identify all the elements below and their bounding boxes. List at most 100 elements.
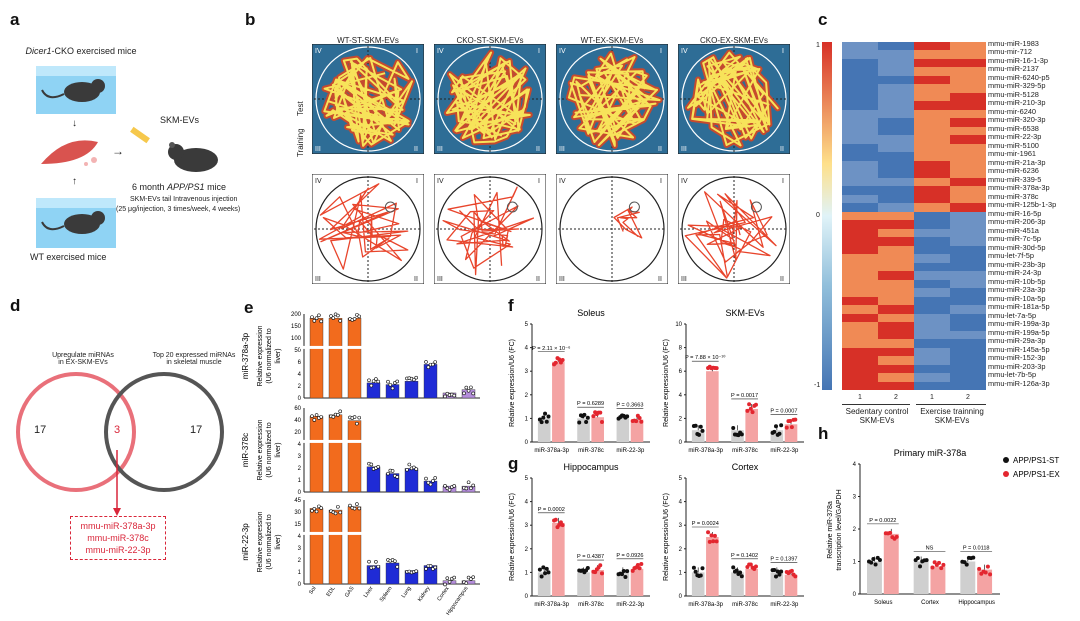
- chart-title: Primary miR-378a: [894, 448, 967, 458]
- heatmap-cell: [914, 186, 950, 196]
- y-tick-label: 5: [525, 476, 529, 482]
- data-point: [447, 580, 452, 584]
- group2-label: Exercise trainning SKM-EVs: [920, 407, 984, 425]
- group2-bracket: [916, 404, 986, 405]
- heatmap-cell: [950, 126, 986, 136]
- quadrant-label: IV: [559, 48, 566, 55]
- quadrant-label: IV: [315, 178, 322, 185]
- y-tick-label: 45: [294, 498, 301, 504]
- data-point: [395, 475, 399, 479]
- panel-a-label: a: [10, 10, 20, 29]
- gene-label: mmu-miR-126a-3p: [988, 378, 1050, 388]
- y-tick-label: 1: [298, 478, 302, 484]
- y-tick-label: 4: [298, 442, 302, 448]
- bar: [784, 574, 798, 596]
- heatmap-cell: [842, 118, 878, 128]
- bar: [731, 572, 744, 596]
- y-tick-label: 1: [679, 570, 683, 576]
- heatmap-cell: [878, 305, 914, 314]
- heatmap-cell: [950, 58, 986, 68]
- heatmap-cell: [842, 254, 878, 263]
- heatmap-cell: [878, 84, 914, 94]
- heatmap-cell: [878, 126, 914, 136]
- y-tick-label: 30: [294, 510, 301, 516]
- data-point: [623, 574, 628, 579]
- heatmap-cell: [914, 296, 950, 306]
- heatmap-cell: [950, 279, 986, 289]
- panel-b-label: b: [245, 10, 256, 29]
- axis-break: [300, 439, 476, 443]
- scale-bottom: -1: [814, 382, 821, 389]
- heatmap-cell: [950, 237, 986, 246]
- heatmap-cell: [878, 135, 914, 145]
- bar: [309, 317, 324, 399]
- gene-label: mmu-mir-6240: [988, 106, 1037, 116]
- axis-break: [300, 345, 476, 349]
- data-point: [789, 425, 794, 430]
- y-tick-label: 4: [853, 462, 857, 468]
- data-point: [357, 506, 361, 511]
- bar: [461, 580, 476, 585]
- quadrant-label: I: [782, 178, 784, 185]
- tissue-label: EDL: [326, 586, 337, 598]
- heatmap-cell: [914, 254, 950, 263]
- bar: [691, 572, 705, 596]
- scale-top: 1: [816, 42, 820, 49]
- heatmap-cell: [950, 152, 986, 162]
- data-point: [599, 420, 604, 425]
- data-point: [738, 570, 743, 575]
- overlap-list-box: mmu-miR-378a-3p mmu-miR-378c mmu-miR-22-…: [70, 516, 166, 560]
- heatmap-cell: [842, 169, 878, 179]
- bar: [930, 566, 946, 594]
- wt-mice-label: WT exercised mice: [30, 252, 107, 262]
- data-point: [779, 423, 784, 428]
- data-point: [445, 576, 450, 580]
- y-tick-label: 3: [298, 546, 302, 552]
- heatmap-cell: [950, 220, 986, 230]
- bar: [328, 509, 343, 585]
- heatmap-cell: [914, 109, 950, 119]
- y-tick-label: 5: [679, 476, 683, 482]
- heatmap-cell: [914, 339, 950, 348]
- data-point: [869, 560, 874, 565]
- bar: [552, 361, 565, 442]
- arrow-up-icon: ↑: [72, 176, 77, 187]
- data-point: [386, 379, 390, 384]
- heatmap-cell: [878, 109, 914, 119]
- platform-circle: [628, 201, 640, 213]
- y-tick-label: 100: [291, 336, 302, 342]
- data-point: [582, 412, 587, 417]
- heatmap-column-numbers: 1 2 1 2: [842, 394, 986, 401]
- bar: [366, 565, 381, 585]
- gene-label: mmu-miR-22-3p: [988, 132, 1042, 142]
- data-point: [443, 394, 447, 399]
- y-axis-label: (U6 normalized to: [266, 328, 273, 383]
- gene-label: mmu-miR-199a-5p: [988, 327, 1050, 337]
- y-tick-label: 2: [525, 393, 529, 399]
- x-tick-label: miR-378c: [578, 448, 604, 454]
- p-value: P = 0.3663: [616, 402, 643, 408]
- quadrant-label: IV: [437, 178, 444, 185]
- data-point: [700, 428, 705, 433]
- data-point: [355, 421, 359, 426]
- y-tick-label: 4: [525, 500, 529, 506]
- injection-line-2: (25 μg/injection, 3 times/week, 4 weeks): [116, 206, 241, 213]
- data-point: [634, 419, 639, 424]
- heatmap-cell: [950, 109, 986, 119]
- heatmap-cell: [914, 67, 950, 77]
- data-point: [707, 539, 712, 544]
- heatmap-cell: [878, 58, 914, 68]
- gene-label: mmu-miR-125b-1-3p: [988, 200, 1057, 210]
- heatmap-cell: [842, 186, 878, 196]
- heatmap-cell: [878, 160, 914, 170]
- heatmap-cell: [950, 186, 986, 196]
- data-point: [395, 565, 399, 569]
- data-point: [352, 317, 357, 321]
- gene-label: mmu-miR-1983: [988, 39, 1039, 48]
- heatmap-cell: [842, 101, 878, 111]
- data-point: [625, 414, 630, 419]
- gene-label: mmu-miR-30d-5p: [988, 242, 1046, 252]
- legend-marker-ex: [1003, 471, 1009, 477]
- venn-diagram: [16, 372, 224, 516]
- injection-line-1: SKM-EVs tail Intravenous injection: [130, 196, 238, 203]
